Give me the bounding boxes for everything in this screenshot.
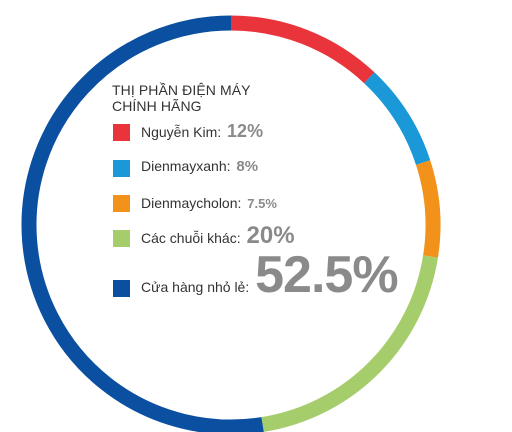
donut-slice-dienmaycholon: [415, 160, 441, 258]
legend-value-nguyen-kim: 12%: [227, 121, 264, 141]
legend-label-cua-hang-nho-le: Cửa hàng nhỏ lẻ: 52.5%: [141, 246, 399, 314]
legend-swatch-dienmayxanh: [113, 160, 130, 177]
legend-label-cac-chuoi-khac: Các chuỗi khác: 20%: [141, 222, 295, 250]
donut-slice-dienmayxanh: [364, 72, 431, 166]
legend-label-nguyen-kim: Nguyễn Kim: 12%: [141, 121, 263, 142]
legend-text-cua-hang-nho-le: Cửa hàng nhỏ lẻ:: [141, 279, 250, 295]
legend-value-dienmayxanh: 8%: [236, 158, 259, 175]
legend-text-nguyen-kim: Nguyễn Kim:: [141, 124, 222, 140]
legend-text-dienmayxanh: Dienmayxanh:: [141, 158, 231, 174]
donut-slice-cac-chuoi-khac: [261, 255, 438, 432]
legend-text-dienmaycholon: Dienmaycholon:: [141, 195, 242, 211]
legend-value-dienmaycholon: 7.5%: [247, 196, 277, 211]
chart-title-line-1: THỊ PHẦN ĐIỆN MÁY: [112, 82, 251, 98]
legend-swatch-dienmaycholon: [113, 195, 130, 212]
donut-slice-cua-hang-nho-le: [21, 15, 264, 432]
chart-title: THỊ PHẦN ĐIỆN MÁY CHÍNH HÃNG: [112, 82, 302, 114]
chart-title-line-2: CHÍNH HÃNG: [112, 98, 202, 114]
legend-swatch-nguyen-kim: [113, 124, 130, 141]
legend-value-cua-hang-nho-le: 52.5%: [255, 246, 398, 304]
legend-text-cac-chuoi-khac: Các chuỗi khác:: [141, 230, 241, 246]
legend-label-dienmaycholon: Dienmaycholon: 7.5%: [141, 195, 277, 211]
legend-swatch-cua-hang-nho-le: [113, 280, 130, 297]
legend-swatch-cac-chuoi-khac: [113, 230, 130, 247]
donut-slice-nguyen-kim: [230, 15, 375, 84]
legend-value-cac-chuoi-khac: 20%: [246, 222, 295, 249]
legend-label-dienmayxanh: Dienmayxanh: 8%: [141, 158, 258, 175]
